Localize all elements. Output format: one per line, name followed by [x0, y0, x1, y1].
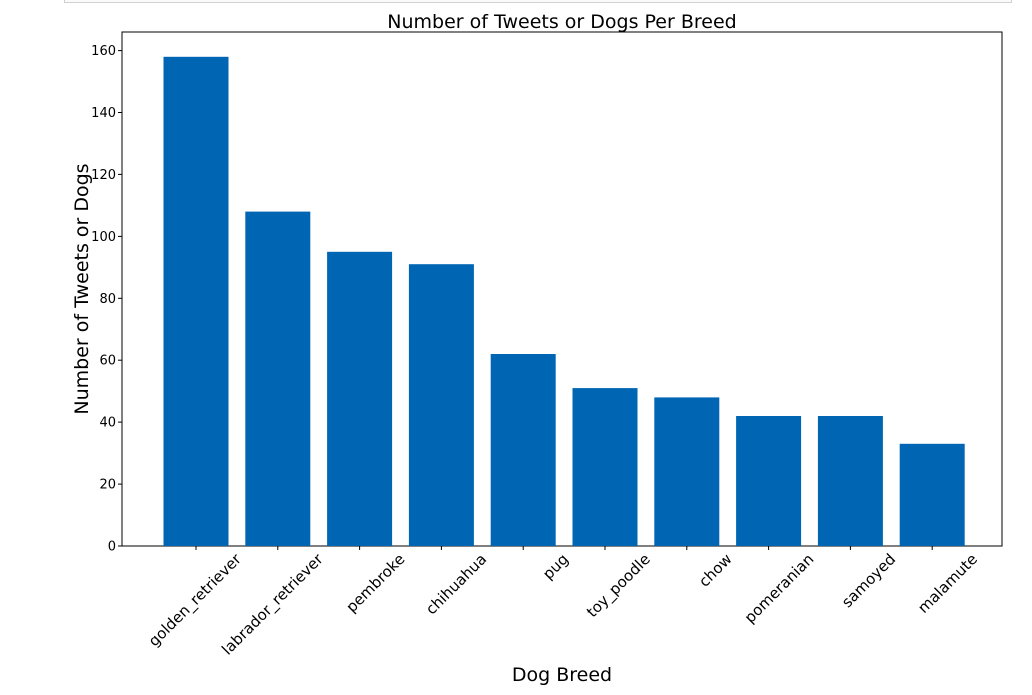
x-tick-label-pembroke: pembroke [342, 550, 408, 616]
bar-chow [654, 397, 720, 546]
x-tick-label-malamute: malamute [914, 550, 981, 617]
x-tick-label-samoyed: samoyed [838, 550, 899, 611]
plot-frame [121, 31, 1003, 547]
y-axis: 0 20 40 60 80 100 120 140 160 [91, 44, 122, 555]
y-tick-label-120: 120 [91, 168, 116, 183]
x-tick-label-toy-poodle: toy_poodle [583, 550, 655, 622]
x-axis-label: Dog Breed [512, 664, 612, 686]
y-tick-label-40: 40 [99, 416, 116, 431]
top-panel-edge [64, 0, 1012, 3]
x-tick-label-chihuahua: chihuahua [422, 550, 490, 618]
bar-pembroke [327, 251, 393, 547]
chart-title: Number of Tweets or Dogs Per Breed [387, 11, 736, 33]
y-tick-label-100: 100 [91, 230, 116, 245]
bars-group [163, 56, 965, 547]
bar-samoyed [817, 416, 883, 546]
y-tick-label-20: 20 [99, 478, 116, 493]
x-tick-label-pomeranian: pomeranian [741, 550, 818, 627]
bar-labrador-retriever [245, 211, 311, 546]
bar-chihuahua [408, 264, 474, 546]
y-tick-label-140: 140 [91, 106, 116, 121]
bar-malamute [899, 443, 965, 546]
x-tick-label-chow: chow [695, 550, 735, 590]
y-tick-label-0: 0 [108, 540, 116, 555]
bar-toy-poodle [572, 388, 638, 546]
y-axis-label: Number of Tweets or Dogs [71, 163, 93, 414]
bar-pomeranian [736, 416, 802, 546]
bar-pug [490, 354, 556, 546]
y-tick-label-60: 60 [99, 354, 116, 369]
y-tick-label-160: 160 [91, 44, 116, 59]
x-tick-label-pug: pug [539, 550, 572, 583]
y-tick-label-80: 80 [99, 292, 116, 307]
bar-golden-retriever [163, 56, 229, 547]
